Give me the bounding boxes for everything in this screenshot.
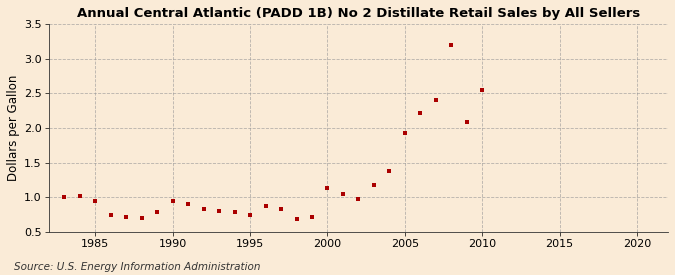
- Point: [230, 210, 240, 215]
- Point: [369, 183, 379, 187]
- Point: [121, 214, 132, 219]
- Point: [105, 212, 116, 217]
- Point: [275, 207, 286, 211]
- Point: [306, 214, 317, 219]
- Point: [446, 42, 457, 47]
- Point: [260, 203, 271, 208]
- Point: [59, 195, 70, 199]
- Point: [477, 87, 487, 92]
- Point: [322, 186, 333, 190]
- Text: Source: U.S. Energy Information Administration: Source: U.S. Energy Information Administ…: [14, 262, 260, 272]
- Point: [244, 212, 255, 217]
- Point: [415, 111, 426, 116]
- Point: [167, 199, 178, 203]
- Y-axis label: Dollars per Gallon: Dollars per Gallon: [7, 75, 20, 181]
- Point: [338, 192, 348, 197]
- Point: [353, 197, 364, 202]
- Point: [183, 202, 194, 206]
- Point: [136, 216, 147, 220]
- Point: [431, 98, 441, 102]
- Point: [214, 209, 225, 213]
- Point: [291, 217, 302, 222]
- Point: [198, 207, 209, 211]
- Point: [74, 194, 85, 198]
- Point: [462, 120, 472, 125]
- Title: Annual Central Atlantic (PADD 1B) No 2 Distillate Retail Sales by All Sellers: Annual Central Atlantic (PADD 1B) No 2 D…: [77, 7, 640, 20]
- Point: [400, 131, 410, 135]
- Point: [90, 199, 101, 203]
- Point: [384, 169, 395, 173]
- Point: [152, 210, 163, 215]
